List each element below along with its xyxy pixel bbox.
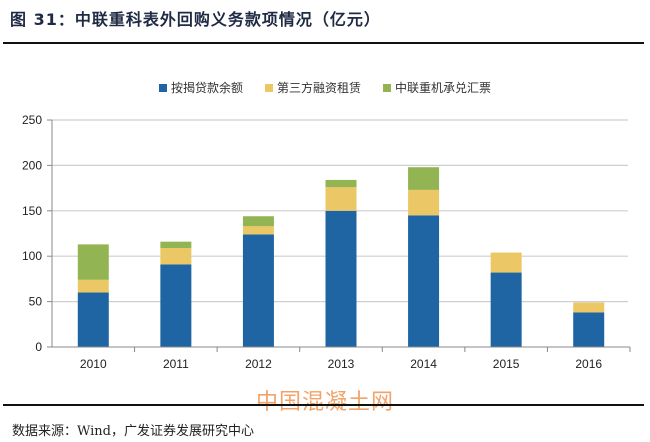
x-tick-label: 2015 [493, 357, 520, 371]
x-tick-label: 2011 [163, 357, 189, 371]
bar-segment-leasing [408, 189, 440, 216]
bar-segment-mortgage [77, 292, 109, 347]
x-tick-label: 2016 [575, 357, 602, 371]
bar-segment-leasing [325, 187, 357, 211]
bar-segment-leasing [573, 302, 605, 313]
y-tick-label: 250 [22, 113, 42, 127]
bar-segment-mortgage [325, 210, 357, 347]
legend-item-mortgage: 按揭贷款余额 [158, 79, 243, 96]
legend-label: 按揭贷款余额 [170, 81, 243, 95]
watermark: 中国混凝土网 [255, 390, 394, 415]
bar-segment-acceptance [242, 216, 274, 227]
y-tick-label: 50 [29, 295, 43, 309]
legend-item-leasing: 第三方融资租赁 [264, 79, 361, 96]
y-tick-label: 200 [22, 158, 42, 172]
bar-segment-mortgage [490, 272, 522, 347]
bar-segment-acceptance [160, 241, 192, 249]
legend-swatch-blue [158, 83, 167, 92]
bar-segment-acceptance [408, 167, 440, 190]
x-tick-label: 2010 [80, 357, 107, 371]
x-tick-label: 2014 [410, 357, 437, 371]
top-rule [3, 42, 644, 44]
x-tick-labels: 2010 2011 2012 2013 2014 2015 2016 [80, 357, 602, 371]
figure-title: 图 31：中联重科表外回购义务款项情况（亿元） [10, 10, 381, 29]
bar-segment-leasing [77, 279, 109, 293]
axes [47, 119, 631, 352]
legend-swatch-yellow [264, 83, 273, 92]
bar-segment-leasing [242, 226, 274, 235]
bar-segment-mortgage [242, 234, 274, 347]
x-tick-label: 2012 [245, 357, 272, 371]
x-tick-label: 2013 [328, 357, 355, 371]
bar-segment-acceptance [77, 244, 109, 280]
y-tick-labels: 0 50 100 150 200 250 [22, 113, 42, 354]
bar-segment-leasing [490, 252, 522, 273]
chart-legend: 按揭贷款余额 第三方融资租赁 中联重机承兑汇票 [0, 79, 650, 96]
bar-segment-acceptance [325, 179, 357, 188]
bars [77, 167, 605, 347]
bar-segment-mortgage [160, 264, 192, 347]
legend-swatch-green [383, 83, 391, 92]
y-tick-label: 0 [35, 340, 42, 354]
legend-item-acceptance: 中联重机承兑汇票 [383, 79, 491, 96]
legend-label: 中联重机承兑汇票 [395, 81, 492, 95]
bottom-rule [3, 404, 644, 406]
bar-segment-mortgage [573, 312, 605, 347]
y-tick-label: 100 [22, 249, 42, 263]
data-source: 数据来源：Wind，广发证券发展研究中心 [12, 424, 254, 439]
legend-label: 第三方融资租赁 [276, 81, 361, 95]
y-tick-label: 150 [22, 204, 42, 218]
bar-segment-leasing [160, 248, 192, 265]
bar-segment-mortgage [408, 215, 440, 347]
